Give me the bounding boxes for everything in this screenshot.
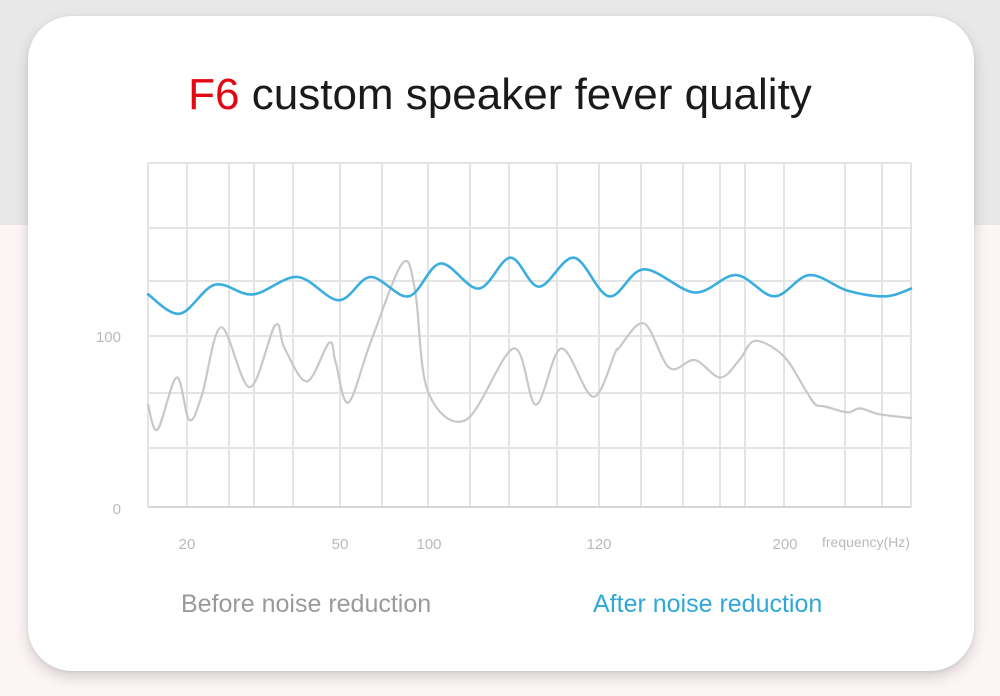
chart-axis-labels: 0 100 20 50 100 120 200 frequency(Hz) [96, 329, 910, 553]
x-tick-label: 20 [179, 536, 196, 553]
chart-series [146, 256, 913, 432]
legend-before-noise-reduction: Before noise reduction [181, 590, 432, 618]
legend-after-noise-reduction: After noise reduction [593, 590, 823, 618]
title-text: custom speaker fever quality [251, 70, 812, 119]
y-tick-label: 100 [96, 329, 121, 346]
x-tick-label: 100 [416, 536, 441, 553]
x-tick-label: 120 [586, 536, 611, 553]
chart-card [28, 16, 974, 671]
x-tick-label: 200 [772, 536, 797, 553]
chart-grid [147, 162, 912, 508]
x-axis-title: frequency(Hz) [822, 534, 910, 550]
title-accent: F6 [188, 70, 240, 119]
x-tick-label: 50 [332, 536, 349, 553]
chart-title: F6 custom speaker fever quality [0, 70, 1000, 120]
y-tick-label: 0 [113, 501, 121, 518]
series-line-before-noise-reduction [146, 259, 913, 432]
series-line-after-noise-reduction [146, 256, 913, 316]
